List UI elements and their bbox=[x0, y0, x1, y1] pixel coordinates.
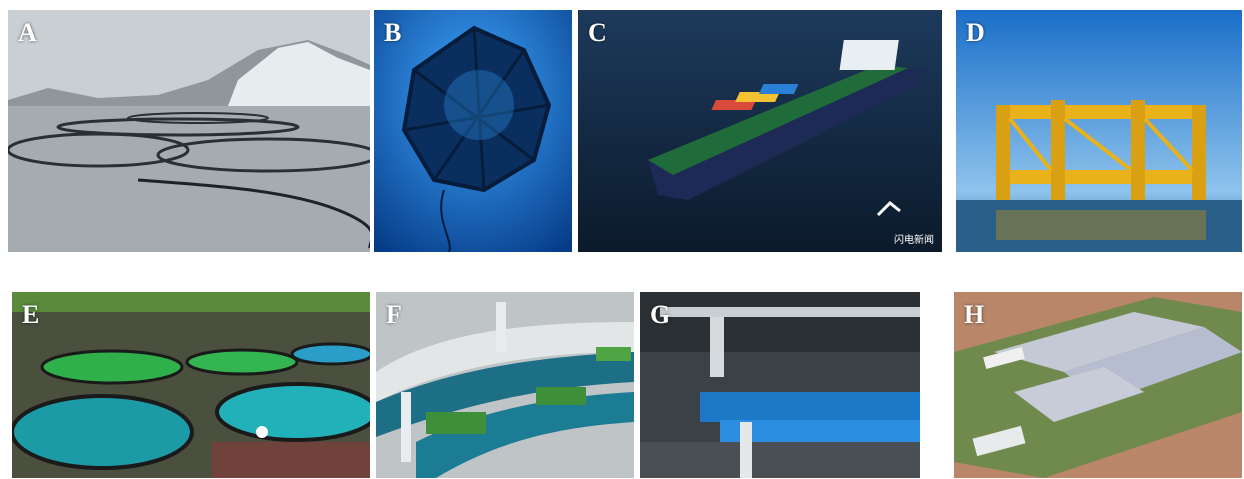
panel-label: H bbox=[964, 300, 985, 329]
panel-g-indoor-tanks-photo: G bbox=[640, 292, 920, 478]
panel-b-submerged-cage-photo: B bbox=[374, 10, 572, 252]
panel-label: D bbox=[966, 18, 985, 47]
panel-label: A bbox=[18, 18, 37, 47]
panel-a-sea-cage-photo: A bbox=[8, 10, 370, 252]
panel-f-aquaponics-photo: F bbox=[376, 292, 634, 478]
watermark-logo: 闪电新闻 bbox=[894, 235, 934, 246]
panel-h-land-farm-photo: H bbox=[954, 292, 1242, 478]
panel-label: C bbox=[588, 18, 607, 47]
panel-c-vessel-photo: C 闪电新闻 bbox=[578, 10, 942, 252]
panel-label: E bbox=[22, 300, 40, 329]
panel-label: B bbox=[384, 18, 402, 47]
panel-e-tank-farm-photo: E bbox=[12, 292, 370, 478]
panel-label: G bbox=[650, 300, 671, 329]
panel-d-offshore-platform-photo: D bbox=[956, 10, 1242, 252]
panel-label: F bbox=[386, 300, 402, 329]
